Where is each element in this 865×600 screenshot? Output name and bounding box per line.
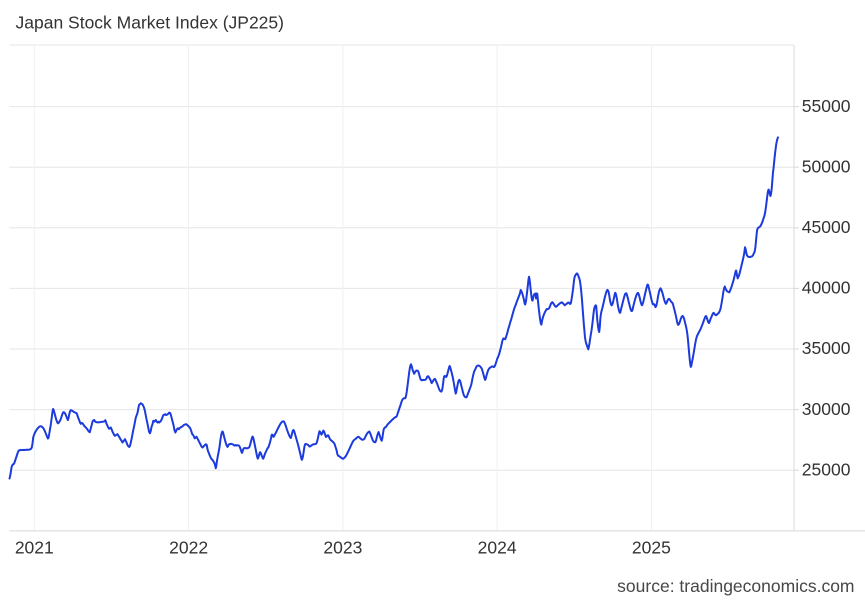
svg-text:2025: 2025 (632, 537, 671, 557)
svg-text:40000: 40000 (802, 278, 851, 298)
svg-text:25000: 25000 (802, 459, 851, 479)
svg-text:2024: 2024 (478, 537, 517, 557)
svg-text:source: tradingeconomics.com: source: tradingeconomics.com (617, 576, 854, 596)
svg-text:2023: 2023 (323, 537, 362, 557)
svg-text:55000: 55000 (802, 96, 851, 116)
svg-text:45000: 45000 (802, 217, 851, 237)
svg-text:2022: 2022 (169, 537, 208, 557)
svg-text:50000: 50000 (802, 156, 851, 176)
svg-text:35000: 35000 (802, 338, 851, 358)
svg-text:Japan Stock Market Index (JP22: Japan Stock Market Index (JP225) (16, 13, 284, 33)
svg-text:2021: 2021 (15, 537, 54, 557)
svg-text:30000: 30000 (802, 399, 851, 419)
